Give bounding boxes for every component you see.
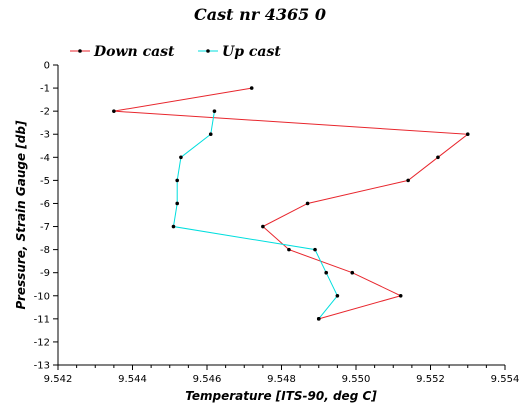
data-point	[175, 201, 179, 206]
y-tick-label: -1	[40, 84, 50, 95]
x-tick-label: 9.542	[44, 374, 73, 385]
data-point	[171, 224, 176, 229]
y-tick-label: -7	[40, 222, 50, 233]
y-tick-label: -8	[40, 245, 50, 256]
y-tick-label: -10	[34, 291, 50, 302]
x-tick-label: 9.550	[342, 374, 371, 385]
data-point	[179, 155, 183, 160]
y-tick-label: -3	[40, 130, 50, 141]
y-tick-label: -6	[40, 199, 50, 210]
data-point	[316, 317, 321, 321]
data-point	[175, 178, 179, 183]
legend-swatch-marker	[78, 49, 82, 53]
chart-title: Cast nr 4365 0	[194, 5, 326, 24]
data-point	[208, 132, 213, 137]
data-point	[406, 178, 410, 183]
y-tick-label: -13	[34, 361, 50, 372]
data-point	[465, 132, 470, 137]
data-point	[112, 109, 116, 113]
data-point	[350, 270, 355, 275]
series-line-up-cast	[172, 111, 338, 320]
legend-swatch-marker	[206, 49, 210, 53]
data-point	[287, 247, 291, 252]
legend: Down cast Up cast	[70, 44, 281, 60]
data-point	[305, 201, 310, 206]
y-tick-label: -5	[40, 176, 50, 187]
data-point	[436, 155, 440, 160]
y-tick-label: -11	[34, 314, 50, 325]
data-point	[324, 270, 329, 275]
plot-area: 9.542 9.544 9.546 9.548 9.550 9.552 9.554 0 -1 -2…	[34, 61, 520, 386]
legend-label: Down cast	[93, 44, 175, 60]
y-tick-label: -12	[34, 337, 50, 348]
x-tick-label: 9.544	[118, 374, 147, 385]
x-tick-label: 9.554	[491, 374, 520, 385]
legend-label: Up cast	[222, 44, 281, 60]
data-point	[212, 109, 217, 113]
y-tick-label: 0	[44, 61, 50, 72]
data-point	[261, 224, 265, 229]
y-tick-label: -4	[40, 153, 50, 164]
x-tick-label: 9.552	[416, 374, 445, 385]
y-tick-label: -9	[40, 268, 50, 279]
x-tick-label: 9.546	[193, 374, 222, 385]
series-line-down-cast	[113, 87, 470, 320]
y-tick-label: -2	[40, 107, 50, 118]
y-axis-label: Pressure, Strain Gauge [db]	[14, 120, 28, 309]
data-point	[335, 293, 340, 298]
data-point	[398, 293, 403, 298]
data-point	[313, 247, 317, 252]
data-point	[249, 86, 254, 90]
x-axis-label: Temperature [ITS-90, deg C]	[185, 389, 377, 403]
x-tick-label: 9.548	[267, 374, 296, 385]
